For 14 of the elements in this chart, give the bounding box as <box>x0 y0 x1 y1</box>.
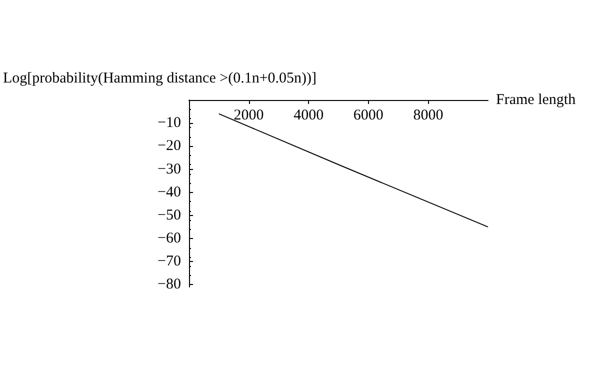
y-tick-label: −50 <box>158 207 181 224</box>
y-tick-label: −80 <box>158 276 181 293</box>
y-tick-label: −70 <box>158 254 181 270</box>
y-axis-title: Log[probability(Hamming distance >(0.1n+0.05n))] <box>3 70 317 86</box>
y-tick-label: −10 <box>158 115 181 132</box>
y-tick-label: −30 <box>158 161 181 178</box>
y-tick-label: −20 <box>158 138 181 154</box>
x-tick-label: 6000 <box>353 108 384 124</box>
x-axis-title: Frame length <box>496 92 576 108</box>
x-tick-label: 8000 <box>413 108 444 124</box>
y-tick-label: −60 <box>158 230 181 247</box>
y-tick-label: −40 <box>158 184 181 200</box>
x-tick-label: 2000 <box>234 108 264 124</box>
x-tick-label: 4000 <box>294 108 324 124</box>
